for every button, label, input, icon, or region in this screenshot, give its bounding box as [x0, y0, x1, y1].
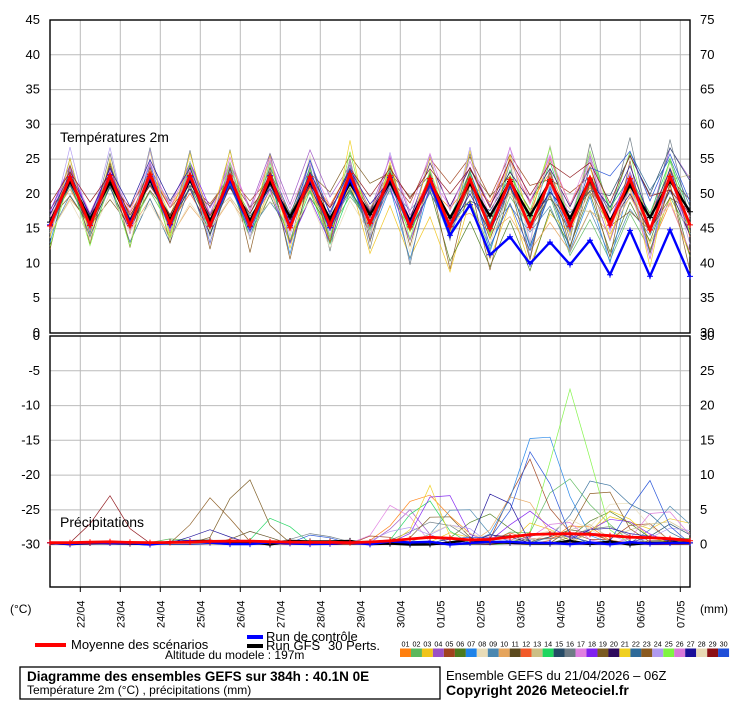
svg-text:Copyright 2026 Meteociel.fr: Copyright 2026 Meteociel.fr [446, 682, 629, 698]
svg-text:12: 12 [522, 640, 530, 649]
svg-text:06: 06 [456, 640, 464, 649]
svg-text:22: 22 [632, 640, 640, 649]
svg-text:16: 16 [566, 640, 574, 649]
svg-text:20: 20 [610, 640, 618, 649]
svg-text:27: 27 [687, 640, 695, 649]
svg-text:22/04: 22/04 [75, 600, 87, 628]
svg-text:10: 10 [26, 255, 40, 270]
svg-text:23/04: 23/04 [115, 600, 127, 628]
svg-text:Température 2m (°C) , précipit: Température 2m (°C) , précipitations (mm… [27, 683, 251, 697]
svg-text:14: 14 [544, 640, 552, 649]
svg-text:25: 25 [26, 151, 40, 166]
svg-text:(mm): (mm) [700, 602, 728, 616]
svg-text:11: 11 [511, 640, 518, 649]
svg-text:30/04: 30/04 [395, 600, 407, 628]
svg-text:05: 05 [445, 640, 453, 649]
svg-text:28/04: 28/04 [315, 600, 327, 628]
svg-text:75: 75 [700, 12, 714, 27]
svg-text:55: 55 [700, 151, 714, 166]
svg-text:01/05: 01/05 [435, 600, 447, 628]
svg-text:Températures 2m: Températures 2m [60, 129, 169, 145]
svg-text:5: 5 [33, 290, 40, 305]
svg-text:23: 23 [643, 640, 651, 649]
svg-text:03: 03 [423, 640, 431, 649]
svg-text:26: 26 [676, 640, 684, 649]
svg-text:-15: -15 [21, 432, 40, 447]
svg-text:-20: -20 [21, 467, 40, 482]
svg-text:Diagramme des ensembles GEFS s: Diagramme des ensembles GEFS sur 384h : … [27, 669, 369, 684]
svg-text:-5: -5 [28, 363, 40, 378]
svg-text:30: 30 [26, 116, 40, 131]
svg-text:(°C): (°C) [10, 602, 31, 616]
svg-text:29/04: 29/04 [355, 600, 367, 628]
svg-text:30: 30 [720, 640, 728, 649]
svg-text:-25: -25 [21, 502, 40, 517]
svg-text:30 Perts.: 30 Perts. [328, 638, 380, 653]
svg-text:35: 35 [26, 82, 40, 97]
svg-text:40: 40 [26, 47, 40, 62]
svg-text:Précipitations: Précipitations [60, 514, 144, 530]
svg-text:05/05: 05/05 [595, 600, 607, 628]
svg-text:18: 18 [588, 640, 596, 649]
svg-text:25: 25 [665, 640, 673, 649]
svg-text:60: 60 [700, 116, 714, 131]
svg-text:06/05: 06/05 [635, 600, 647, 628]
svg-text:07: 07 [467, 640, 475, 649]
svg-text:26/04: 26/04 [235, 600, 247, 628]
svg-text:02/05: 02/05 [475, 600, 487, 628]
svg-text:24: 24 [654, 640, 662, 649]
svg-text:04/05: 04/05 [555, 600, 567, 628]
svg-text:25: 25 [700, 363, 714, 378]
svg-text:27/04: 27/04 [275, 600, 287, 628]
svg-text:29: 29 [709, 640, 717, 649]
svg-text:02: 02 [413, 640, 421, 649]
svg-text:28: 28 [698, 640, 706, 649]
svg-text:01: 01 [402, 640, 410, 649]
svg-text:50: 50 [700, 186, 714, 201]
svg-text:13: 13 [533, 640, 541, 649]
svg-text:65: 65 [700, 82, 714, 97]
svg-text:19: 19 [599, 640, 607, 649]
svg-text:Altitude du modele : 197m: Altitude du modele : 197m [165, 648, 304, 662]
svg-text:15: 15 [700, 432, 714, 447]
svg-text:15: 15 [555, 640, 563, 649]
svg-text:25/04: 25/04 [195, 600, 207, 628]
svg-text:-10: -10 [21, 398, 40, 413]
svg-text:45: 45 [26, 12, 40, 27]
svg-text:20: 20 [700, 398, 714, 413]
svg-text:24/04: 24/04 [155, 600, 167, 628]
svg-text:5: 5 [700, 502, 707, 517]
svg-text:15: 15 [26, 221, 40, 236]
svg-text:0: 0 [33, 328, 40, 343]
svg-text:21: 21 [621, 640, 629, 649]
svg-text:40: 40 [700, 255, 714, 270]
svg-text:Ensemble GEFS du 21/04/2026 –: Ensemble GEFS du 21/04/2026 – 06Z [446, 668, 666, 683]
svg-text:35: 35 [700, 290, 714, 305]
svg-text:0: 0 [700, 537, 707, 552]
svg-text:30: 30 [700, 328, 714, 343]
svg-text:70: 70 [700, 47, 714, 62]
svg-text:20: 20 [26, 186, 40, 201]
svg-text:09: 09 [489, 640, 497, 649]
svg-text:07/05: 07/05 [675, 600, 687, 628]
svg-text:-30: -30 [21, 537, 40, 552]
svg-text:17: 17 [577, 640, 585, 649]
svg-text:04: 04 [434, 640, 442, 649]
svg-text:45: 45 [700, 221, 714, 236]
svg-text:10: 10 [500, 640, 508, 649]
svg-text:08: 08 [478, 640, 486, 649]
svg-text:03/05: 03/05 [515, 600, 527, 628]
svg-text:10: 10 [700, 467, 714, 482]
